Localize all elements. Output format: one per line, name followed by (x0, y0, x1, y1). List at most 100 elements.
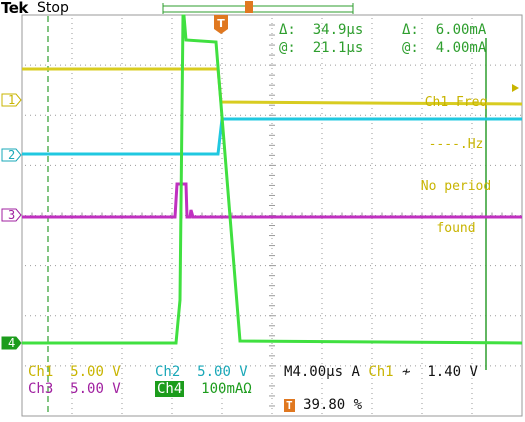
grid-dot (105, 114, 106, 116)
grid-dot (420, 164, 421, 166)
grid-dot (371, 43, 373, 44)
grid-dot (25, 265, 26, 267)
grid-dot (471, 108, 473, 109)
grid-dot (171, 338, 173, 339)
grid-dot (360, 315, 361, 317)
grid-dot (121, 88, 123, 89)
grid-dot (280, 164, 281, 166)
grid-dot (321, 328, 323, 329)
grid-dot (71, 193, 73, 194)
grid-dot (121, 293, 123, 294)
channel-markers[interactable]: 1 2 3 4 (1, 93, 22, 350)
grid-dot (321, 353, 323, 354)
grid-dot (121, 358, 123, 359)
grid-dot (220, 265, 221, 267)
grid-dot (350, 265, 351, 267)
grid-dot (171, 303, 173, 304)
trigger-position-marker[interactable]: T (214, 15, 228, 34)
grid-dot (460, 114, 461, 116)
grid-dot (371, 123, 373, 124)
grid-dot (350, 114, 351, 116)
grid-dot (371, 193, 373, 194)
grid-dot (415, 164, 416, 166)
grid-dot (475, 265, 476, 267)
grid-dot (515, 64, 516, 66)
grid-dot (221, 223, 223, 224)
grid-dot (121, 38, 123, 39)
grid-dot (271, 83, 273, 84)
grid-dot (471, 288, 473, 289)
grid-dot (85, 315, 86, 317)
grid-dot (221, 158, 223, 159)
grid-dot (475, 315, 476, 317)
grid-dot (421, 223, 423, 224)
grid-dot (475, 114, 476, 116)
grid-dot (471, 168, 473, 169)
grid-dot (471, 338, 473, 339)
grid-dot (430, 265, 431, 267)
grid-dot (155, 365, 156, 367)
grid-dot (271, 208, 273, 209)
grid-dot (121, 393, 123, 394)
grid-dot (430, 114, 431, 116)
grid-dot (235, 265, 236, 267)
grid-dot (195, 365, 196, 367)
grid-dot (421, 173, 423, 174)
grid-dot (460, 164, 461, 166)
grid-dot (271, 73, 273, 74)
grid-dot (265, 164, 266, 166)
grid-dot (421, 133, 423, 134)
ch3-scale-value: 5.00 V (70, 381, 121, 397)
grid-dot (330, 265, 331, 267)
grid-dot (71, 288, 73, 289)
grid-dot (321, 348, 323, 349)
grid-dot (210, 315, 211, 317)
grid-dot (471, 313, 473, 314)
grid-dot (171, 238, 173, 239)
grid-dot (460, 315, 461, 317)
grid-dot (271, 193, 273, 194)
grid-dot (280, 265, 281, 267)
grid-dot (35, 265, 36, 267)
grid-dot (130, 365, 131, 367)
grid-dot (125, 265, 126, 267)
grid-dot (465, 64, 466, 66)
grid-dot (421, 373, 423, 374)
grid-dot (260, 164, 261, 166)
grid-dot (321, 223, 323, 224)
grid-dot (50, 365, 51, 367)
grid-dot (350, 365, 351, 367)
grid-dot (271, 153, 273, 154)
grid-dot (280, 114, 281, 116)
grid-dot (221, 78, 223, 79)
grid-dot (500, 164, 501, 166)
ch2-trace (22, 117, 522, 156)
grid-dot (330, 64, 331, 66)
grid-dot (171, 313, 173, 314)
grid-dot (255, 114, 256, 116)
grid-dot (471, 128, 473, 129)
grid-dot (371, 313, 373, 314)
grid-dot (71, 353, 73, 354)
grid-dot (121, 173, 123, 174)
grid-dot (150, 114, 151, 116)
grid-dot (371, 353, 373, 354)
grid-dot (200, 64, 201, 66)
grid-dot (155, 315, 156, 317)
grid-dot (71, 263, 73, 264)
grid-dot (371, 328, 373, 329)
grid-dot (315, 315, 316, 317)
grid-dot (175, 265, 176, 267)
grid-dot (221, 248, 223, 249)
grid-dot (71, 118, 73, 119)
grid-dot (271, 313, 273, 314)
grid-dot (271, 178, 273, 179)
grid-dot (265, 315, 266, 317)
grid-dot (55, 365, 56, 367)
grid-dot (130, 64, 131, 66)
grid-dot (171, 223, 173, 224)
grid-dot (371, 383, 373, 384)
grid-dot (271, 398, 273, 399)
grid-dot (95, 64, 96, 66)
grid-dot (480, 365, 481, 367)
